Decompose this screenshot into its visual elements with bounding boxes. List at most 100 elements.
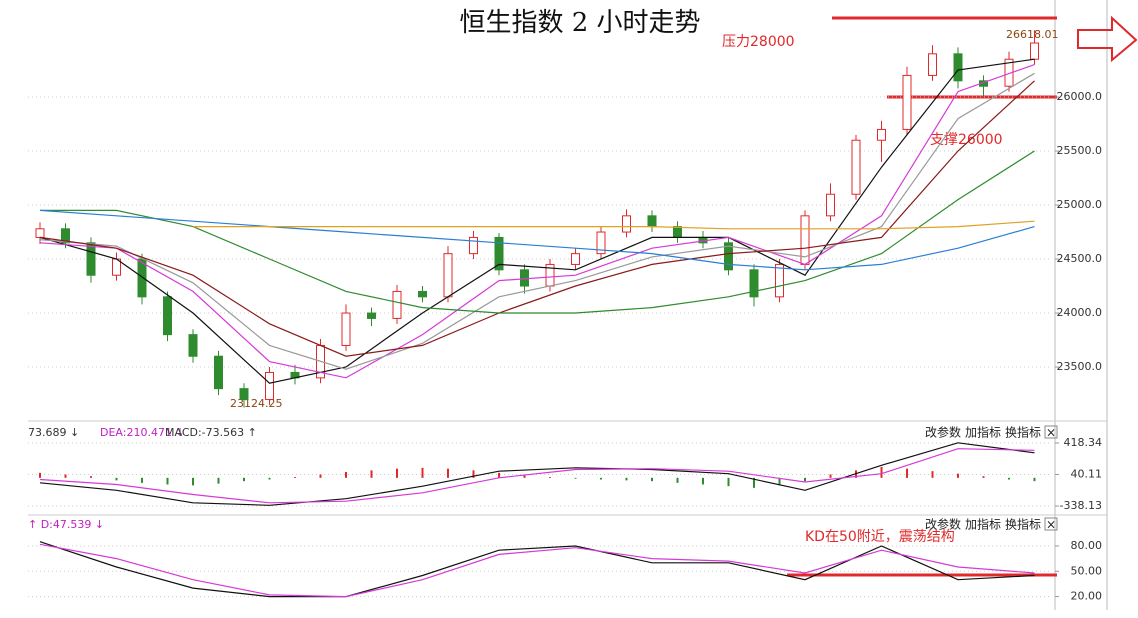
macd-bar: [472, 470, 475, 478]
button[interactable]: 换指标: [1005, 425, 1041, 440]
button[interactable]: 改参数: [925, 425, 961, 440]
candle-body: [826, 193, 835, 217]
macd-bar: [268, 477, 271, 480]
macd-bar: [829, 474, 832, 478]
macd-bar: [957, 473, 959, 478]
kd-line: [39, 543, 1035, 598]
kd-line: [39, 541, 1035, 598]
chart-title: 恒生指数 2 小时走势: [459, 8, 700, 38]
candle-body: [188, 334, 198, 357]
candle-body: [877, 128, 886, 141]
candle-body: [239, 388, 249, 400]
candle-body: [35, 228, 45, 238]
candle-body: [86, 242, 96, 276]
button[interactable]: ×: [1046, 518, 1056, 532]
macd-bar: [931, 471, 934, 478]
y-tick-label: 26000.0: [1057, 90, 1103, 103]
macd-bar: [396, 468, 398, 478]
candle-body: [469, 236, 478, 255]
macd-header: DEA:210.471 ↓: [100, 426, 185, 439]
y-tick-label: 50.00: [1071, 564, 1103, 577]
macd-bar: [804, 477, 806, 482]
macd-bar: [574, 477, 577, 479]
macd-line: [39, 448, 1035, 504]
close-box[interactable]: [1044, 425, 1058, 439]
macd-bar: [498, 472, 500, 478]
y-tick-label: 25000.0: [1057, 198, 1103, 211]
button[interactable]: 改参数: [925, 517, 961, 532]
y-tick-label: 25500.0: [1057, 144, 1103, 157]
annotation: 压力28000: [722, 34, 795, 50]
candle-body: [392, 290, 402, 319]
macd-header: MACD:-73.563 ↑: [165, 426, 257, 439]
macd-bar: [651, 477, 653, 482]
y-tick-label: 80.00: [1071, 539, 1103, 552]
macd-bar: [217, 477, 220, 484]
kd-header: ↑ D:47.539 ↓: [28, 518, 104, 531]
moving-average: [40, 150, 1035, 314]
candle-body: [775, 263, 784, 298]
y-tick-label: 24500.0: [1057, 252, 1103, 265]
candle-body: [673, 226, 682, 238]
y-tick-label: -338.13: [1060, 499, 1102, 512]
candle-body: [494, 236, 504, 271]
high-label: 26618.01: [1006, 28, 1059, 41]
candle-body: [265, 371, 274, 400]
macd-bar: [243, 477, 245, 482]
candle-body: [163, 296, 172, 336]
macd-bar: [192, 477, 194, 486]
macd-bar: [880, 467, 883, 478]
macd-bar: [90, 476, 92, 478]
button[interactable]: ×: [1046, 426, 1056, 440]
button[interactable]: 加指标: [965, 517, 1001, 532]
y-tick-label: 418.34: [1064, 436, 1103, 449]
macd-line: [39, 442, 1035, 506]
macd-bar: [370, 470, 373, 478]
macd-bar: [982, 476, 985, 478]
candle-body: [1030, 42, 1039, 60]
candle-body: [724, 242, 733, 271]
low-label: 23124.25: [230, 397, 283, 410]
close-box[interactable]: [1044, 517, 1058, 531]
candle-body: [443, 253, 453, 298]
candle-body: [61, 228, 70, 244]
macd-header: 73.689 ↓: [28, 426, 79, 439]
candle-body: [749, 269, 759, 298]
candle-body: [953, 53, 963, 82]
moving-average: [39, 64, 1035, 379]
y-tick-label: 40.11: [1071, 467, 1103, 480]
macd-bar: [676, 477, 679, 483]
candle-body: [647, 215, 657, 228]
moving-average: [39, 72, 1035, 370]
macd-bar: [421, 467, 424, 478]
candle-body: [520, 269, 529, 287]
macd-bar: [778, 477, 781, 486]
macd-bar: [1008, 477, 1010, 480]
macd-bar: [906, 468, 908, 478]
candle-body: [137, 258, 147, 298]
macd-bar: [727, 477, 730, 487]
button[interactable]: 加指标: [965, 425, 1001, 440]
moving-average: [39, 58, 1035, 384]
candle-body: [902, 74, 912, 130]
macd-bar: [166, 477, 169, 485]
macd-bar: [549, 477, 551, 478]
arrow: [1077, 15, 1138, 63]
y-tick-label: 20.00: [1071, 590, 1103, 603]
candle-body: [928, 53, 937, 76]
macd-bar: [702, 477, 704, 485]
moving-average: [39, 209, 1035, 271]
macd-bar: [625, 477, 628, 481]
macd-bar: [39, 472, 41, 478]
candle-body: [367, 312, 376, 319]
moving-average: [193, 220, 1035, 230]
annotation: 支撑26000: [930, 132, 1003, 148]
button[interactable]: 换指标: [1005, 517, 1041, 532]
macd-bar: [447, 468, 449, 478]
macd-bar: [345, 472, 347, 478]
candle-body: [851, 139, 861, 195]
macd-bar: [1033, 477, 1036, 482]
candle-body: [214, 355, 223, 390]
macd-bar: [64, 474, 67, 478]
